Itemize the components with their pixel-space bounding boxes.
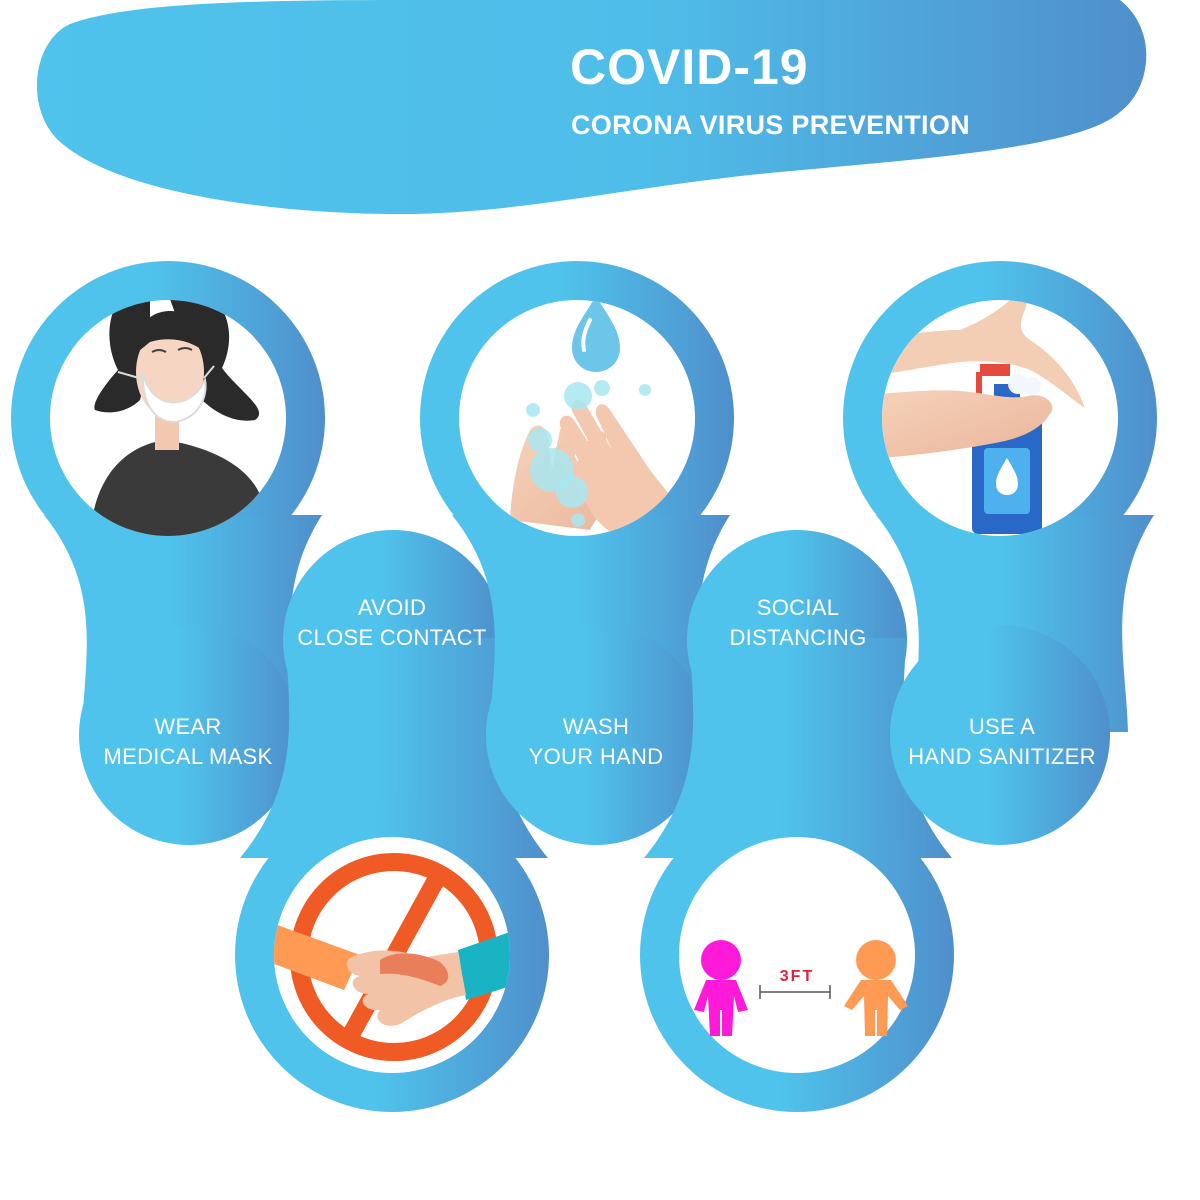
person-orange-icon	[844, 940, 908, 1036]
no-handshake-icon	[274, 853, 510, 1061]
page-subtitle: CORONA VIRUS PREVENTION	[571, 110, 970, 140]
label-line: HAND SANITIZER	[908, 744, 1096, 769]
label-line: SOCIAL	[756, 595, 840, 620]
distance-label: 3FT	[780, 968, 814, 985]
page-title: COVID-19	[570, 39, 809, 95]
label-line: MEDICAL MASK	[103, 744, 273, 769]
label-wash-your-hand: WASH YOUR HAND	[466, 712, 726, 772]
label-wear-medical-mask: WEAR MEDICAL MASK	[58, 712, 318, 772]
label-line: WEAR	[154, 714, 222, 739]
label-social-distancing: SOCIAL DISTANCING	[668, 593, 928, 653]
hand-sanitizer-icon	[882, 300, 1085, 534]
header-banner	[36, 0, 1147, 214]
label-line: CLOSE CONTACT	[297, 625, 487, 650]
label-avoid-close-contact: AVOID CLOSE CONTACT	[262, 593, 522, 653]
label-line: DISTANCING	[729, 625, 867, 650]
label-line: AVOID	[357, 595, 427, 620]
distance-marker: 3FT	[759, 968, 831, 999]
person-magenta-icon	[694, 940, 748, 1036]
label-line: YOUR HAND	[528, 744, 664, 769]
label-use-hand-sanitizer: USE A HAND SANITIZER	[872, 712, 1132, 772]
social-distance-icon: 3FT	[694, 940, 908, 1036]
label-line: USE A	[968, 714, 1036, 739]
label-line: WASH	[562, 714, 630, 739]
